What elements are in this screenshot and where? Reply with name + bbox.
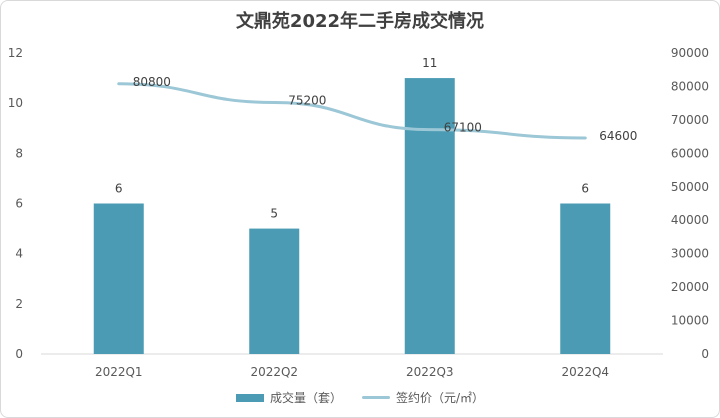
x-tick-label: 2022Q1 (95, 365, 143, 379)
line-data-label: 80800 (133, 75, 171, 89)
y-left-tick-label: 2 (15, 297, 23, 311)
legend: 成交量（套） 签约价（元/㎡） (1, 389, 719, 406)
bar (249, 228, 300, 354)
legend-swatch-volume (235, 393, 264, 402)
y-right-tick-label: 70000 (671, 113, 709, 127)
y-right-tick-label: 40000 (671, 213, 709, 227)
y-left-tick-label: 8 (15, 146, 23, 160)
legend-label-volume: 成交量（套） (269, 391, 342, 405)
line-data-label: 75200 (288, 93, 326, 107)
y-right-tick-label: 90000 (671, 46, 709, 60)
bar-data-label: 6 (115, 182, 123, 196)
y-left-tick-label: 12 (8, 46, 23, 60)
x-tick-label: 2022Q2 (250, 365, 298, 379)
bar-data-label: 5 (270, 207, 278, 221)
x-tick-label: 2022Q4 (561, 365, 609, 379)
legend-item-price: 签约价（元/㎡） (361, 389, 485, 406)
price-line (117, 82, 587, 140)
bar (560, 203, 611, 354)
y-right-tick-label: 60000 (671, 146, 709, 160)
y-left-tick-label: 4 (15, 247, 23, 261)
y-right-tick-label: 80000 (671, 79, 709, 93)
y-left-tick-label: 0 (15, 347, 23, 361)
chart-title: 文鼎苑2022年二手房成交情况 (235, 11, 485, 32)
bar-data-label: 11 (422, 56, 437, 70)
legend-swatch-price (361, 396, 390, 399)
bar (404, 78, 455, 354)
line-data-label: 67100 (444, 121, 482, 135)
bar (93, 203, 144, 354)
bar-data-label: 6 (581, 182, 589, 196)
legend-label-price: 签约价（元/㎡） (395, 391, 485, 405)
y-right-tick-label: 50000 (671, 180, 709, 194)
y-right-tick-label: 10000 (671, 314, 709, 328)
line-data-label: 64600 (599, 129, 637, 143)
y-right-tick-label: 0 (701, 347, 709, 361)
legend-item-volume: 成交量（套） (235, 389, 342, 406)
y-right-tick-label: 30000 (671, 247, 709, 261)
y-left-tick-label: 6 (15, 197, 23, 211)
x-tick-label: 2022Q3 (406, 365, 454, 379)
y-left-tick-label: 10 (8, 96, 23, 110)
y-right-tick-label: 20000 (671, 280, 709, 294)
